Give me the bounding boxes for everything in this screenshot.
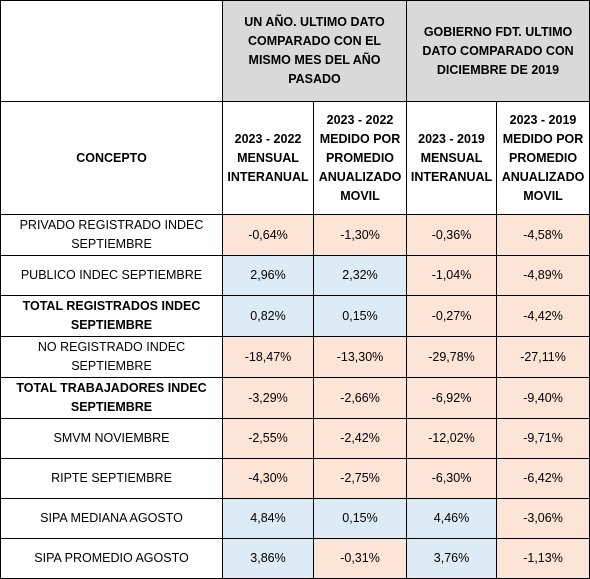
value-cell: 0,82% (222, 295, 314, 337)
value-cell: -0,36% (406, 214, 498, 256)
concept-cell: SIPA PROMEDIO AGOSTO (0, 538, 223, 579)
group-header-one-year: UN AÑO. ULTIMO DATO COMPARADO CON EL MIS… (221, 0, 408, 102)
concept-header: CONCEPTO (0, 101, 223, 215)
group-header-fdt-government: GOBIERNO FDT. ULTIMO DATO COMPARADO CON … (406, 0, 590, 102)
value-cell: -4,58% (496, 214, 590, 256)
value-cell: 0,15% (312, 498, 408, 539)
value-cell: -27,11% (496, 336, 590, 378)
table-row: NO REGISTRADO INDEC SEPTIEMBRE -18,47% -13… (0, 336, 590, 378)
value-cell: -9,71% (496, 418, 590, 459)
value-cell: -2,55% (222, 418, 314, 459)
value-cell: -0,31% (312, 538, 408, 579)
value-cell: -2,66% (312, 377, 408, 419)
value-cell: -3,06% (496, 498, 590, 539)
concept-cell: TOTAL TRABAJADORES INDEC SEPTIEMBRE (0, 377, 223, 419)
concept-cell: PRIVADO REGISTRADO INDEC SEPTIEMBRE (0, 214, 223, 256)
value-cell: 3,86% (222, 538, 314, 579)
column-header-2023-2019-monthly: 2023 - 2019 MENSUAL INTERANUAL (406, 101, 498, 215)
value-cell: -2,75% (312, 458, 408, 499)
value-cell: 4,46% (406, 498, 498, 539)
value-cell: 0,15% (312, 295, 408, 337)
table-row: TOTAL REGISTRADOS INDEC SEPTIEMBRE 0,82% 0… (0, 295, 590, 337)
table-row: SMVM NOVIEMBRE -2,55% -2,42% -12,02% -9,71% (0, 418, 590, 459)
value-cell: 4,84% (222, 498, 314, 539)
table-row: PRIVADO REGISTRADO INDEC SEPTIEMBRE -0,64… (0, 214, 590, 256)
group-header-row: UN AÑO. ULTIMO DATO COMPARADO CON EL MIS… (0, 0, 590, 102)
value-cell: -29,78% (406, 336, 498, 378)
value-cell: -0,64% (222, 214, 314, 256)
value-cell: 2,32% (312, 255, 408, 296)
table-row: RIPTE SEPTIEMBRE -4,30% -2,75% -6,30% -6,42% (0, 458, 590, 499)
column-header-2023-2022-monthly: 2023 - 2022 MENSUAL INTERANUAL (222, 101, 314, 215)
value-cell: -1,04% (406, 255, 498, 296)
value-cell: -1,13% (496, 538, 590, 579)
value-cell: -1,30% (312, 214, 408, 256)
value-cell: -2,42% (312, 418, 408, 459)
concept-cell: PUBLICO INDEC SEPTIEMBRE (0, 255, 223, 296)
table-row: SIPA PROMEDIO AGOSTO 3,86% -0,31% 3,76% -1,1… (0, 538, 590, 579)
concept-cell: RIPTE SEPTIEMBRE (0, 458, 223, 499)
value-cell: -18,47% (222, 336, 314, 378)
empty-corner-cell (0, 0, 223, 102)
value-cell: -12,02% (406, 418, 498, 459)
concept-cell: TOTAL REGISTRADOS INDEC SEPTIEMBRE (0, 295, 223, 337)
value-cell: -6,30% (406, 458, 498, 499)
value-cell: -9,40% (496, 377, 590, 419)
value-cell: -6,92% (406, 377, 498, 419)
value-cell: -4,89% (496, 255, 590, 296)
table-row: SIPA MEDIANA AGOSTO 4,84% 0,15% 4,46% -3,06% (0, 498, 590, 539)
concept-cell: SMVM NOVIEMBRE (0, 418, 223, 459)
column-header-2023-2022-moving-average: 2023 - 2022 MEDIDO POR PROMEDIO ANUALIZA… (312, 101, 408, 215)
column-header-2023-2019-moving-average: 2023 - 2019 MEDIDO POR PROMEDIO ANUALIZA… (496, 101, 590, 215)
table-row: TOTAL TRABAJADORES INDEC SEPTIEMBRE -3,29… (0, 377, 590, 419)
value-cell: 2,96% (222, 255, 314, 296)
value-cell: -6,42% (496, 458, 590, 499)
value-cell: -4,30% (222, 458, 314, 499)
concept-cell: NO REGISTRADO INDEC SEPTIEMBRE (0, 336, 223, 378)
value-cell: -3,29% (222, 377, 314, 419)
table-body: PRIVADO REGISTRADO INDEC SEPTIEMBRE -0,64… (0, 214, 590, 579)
column-header-row: CONCEPTO 2023 - 2022 MENSUAL INTERANUAL … (0, 101, 590, 215)
concept-cell: SIPA MEDIANA AGOSTO (0, 498, 223, 539)
value-cell: 3,76% (406, 538, 498, 579)
value-cell: -13,30% (312, 336, 408, 378)
table-row: PUBLICO INDEC SEPTIEMBRE 2,96% 2,32% -1,04%… (0, 255, 590, 296)
value-cell: -4,42% (496, 295, 590, 337)
value-cell: -0,27% (406, 295, 498, 337)
